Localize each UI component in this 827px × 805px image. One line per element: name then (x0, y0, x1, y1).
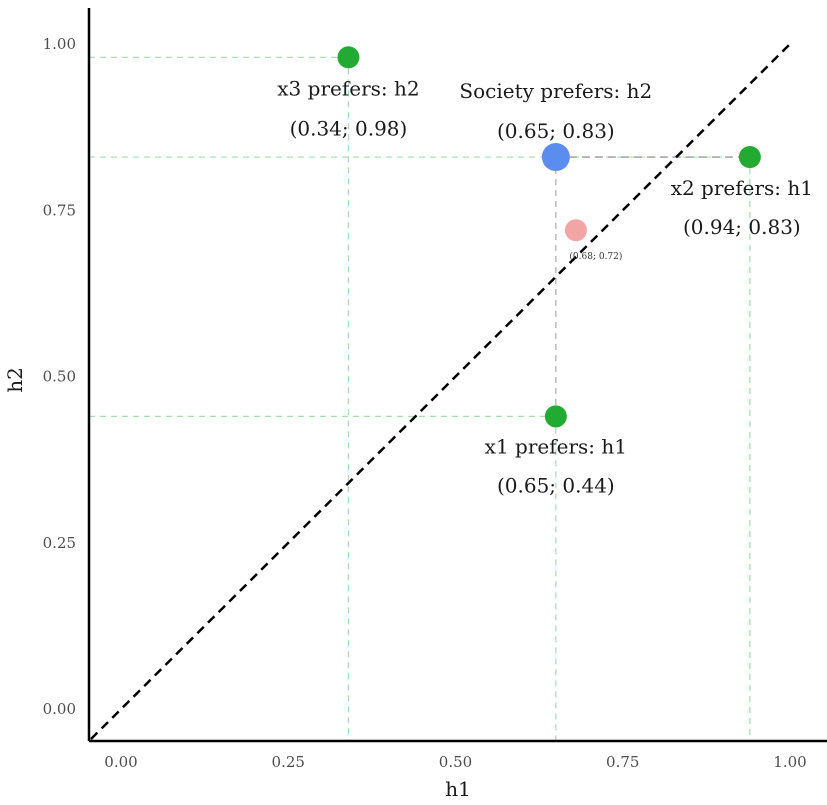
y-tick-label: 0.25 (43, 534, 76, 552)
individual-point (544, 405, 567, 428)
tick-labels: 0.00 0.25 0.50 0.75 1.00 0.00 0.25 0.50 0.75 1.00 (43, 35, 807, 771)
y-tick-label: 0.75 (43, 201, 76, 219)
point-coord-label: (0.68; 0.72) (569, 251, 622, 262)
point-coord-label: (0.65; 0.83) (497, 119, 615, 143)
point-coord-label: (0.65; 0.44) (497, 473, 615, 497)
individual-point (337, 46, 360, 69)
x-tick-label: 0.00 (104, 753, 137, 771)
society-point (541, 143, 570, 172)
point-name-label: x3 prefers: h2 (277, 76, 419, 100)
y-axis-title: h2 (3, 367, 27, 393)
y-tick-label: 0.50 (43, 368, 76, 386)
point-labels: x1 prefers: h1 (0.65; 0.44) x2 prefers: h1… (277, 76, 813, 497)
point-coord-label: (0.94; 0.83) (683, 215, 801, 239)
y-tick-label: 0.00 (43, 700, 76, 718)
x-tick-label: 1.00 (773, 753, 806, 771)
diagonal-line-group (90, 43, 791, 740)
x-tick-label: 0.25 (272, 753, 305, 771)
point-coord-label: (0.34; 0.98) (290, 116, 408, 140)
reference-lines (89, 56, 751, 741)
x-tick-label: 0.75 (606, 753, 639, 771)
average-point (564, 219, 587, 242)
y-tick-label: 1.00 (43, 35, 76, 53)
individual-point (738, 146, 761, 169)
x-axis-title: h1 (445, 777, 471, 801)
point-name-label: x1 prefers: h1 (485, 434, 627, 458)
point-name-label: x2 prefers: h1 (671, 176, 813, 200)
x-tick-label: 0.50 (439, 753, 472, 771)
diagonal-line (90, 43, 791, 740)
axes (87, 8, 827, 743)
point-name-label: Society prefers: h2 (459, 79, 652, 103)
data-points (337, 46, 761, 428)
